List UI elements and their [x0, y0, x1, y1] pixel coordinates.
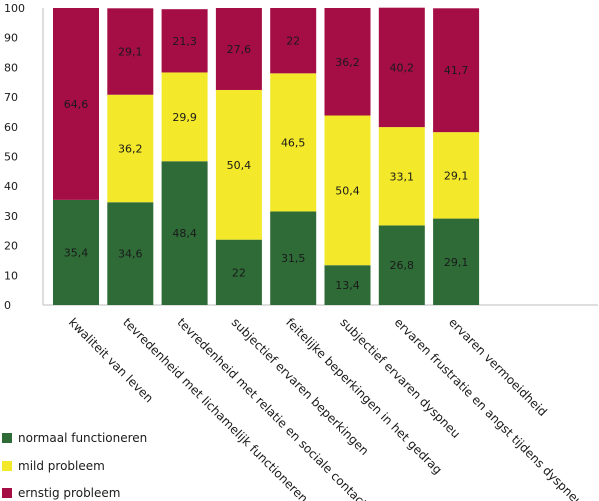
bar-segment [107, 8, 154, 95]
data-label: 33,1 [390, 170, 415, 183]
bar-segment [161, 72, 208, 162]
y-tick-label: 70 [4, 91, 18, 104]
data-label: 41,7 [444, 64, 469, 77]
bar-segment [215, 89, 262, 240]
data-label: 27,6 [227, 43, 252, 56]
data-label: 34,6 [118, 248, 143, 261]
y-tick-label: 40 [4, 180, 18, 193]
data-label: 22 [232, 266, 246, 279]
bar-segment [270, 8, 317, 74]
data-label: 35,4 [64, 246, 89, 259]
legend-swatch-normaal [2, 433, 12, 443]
y-tick-label: 30 [4, 210, 18, 223]
data-label: 29,9 [172, 111, 197, 124]
data-label: 50,4 [227, 159, 252, 172]
y-tick-label: 60 [4, 121, 18, 134]
bar-segment [324, 8, 371, 116]
bar-segment [378, 225, 425, 305]
data-label: 64,6 [64, 98, 89, 111]
legend-item-ernstig: ernstig probleem [2, 485, 120, 501]
x-tick-label: ervaren vermoeidheid [446, 315, 550, 419]
bar-segment [107, 94, 154, 203]
bar-segment [378, 127, 425, 226]
legend-swatch-mild [2, 461, 12, 471]
y-tick-label: 100 [4, 2, 25, 15]
bar-segment [270, 211, 317, 305]
legend-label-mild: mild probleem [18, 459, 105, 473]
bar-segment [270, 73, 317, 212]
data-label: 36,2 [335, 56, 360, 69]
data-label: 13,4 [335, 279, 360, 292]
data-label: 31,5 [281, 252, 306, 265]
bar-segment [324, 115, 371, 266]
data-label: 36,2 [118, 142, 143, 155]
x-tick-label: tevredenheid met lichamelijk functionere… [120, 315, 310, 501]
data-label: 29,1 [444, 256, 469, 269]
data-label: 48,4 [172, 227, 197, 240]
legend-swatch-ernstig [2, 488, 12, 498]
legend-item-normaal: normaal functioneren [2, 430, 147, 446]
y-tick-label: 80 [4, 61, 18, 74]
data-label: 29,1 [118, 46, 143, 59]
bar-segment [107, 202, 154, 305]
y-tick-label: 50 [4, 151, 18, 164]
bar-segment [433, 132, 480, 219]
legend-label-normaal: normaal functioneren [18, 431, 148, 445]
data-label: 40,2 [390, 61, 415, 74]
bar-segment [433, 218, 480, 305]
legend-label-ernstig: ernstig probleem [18, 486, 121, 500]
bar-segment [161, 161, 208, 305]
bar-segment [433, 8, 480, 133]
y-tick-label: 0 [4, 299, 11, 312]
data-label: 26,8 [390, 259, 415, 272]
data-label: 50,4 [335, 184, 360, 197]
bar-segment [324, 265, 371, 305]
bar-segment [53, 8, 99, 200]
bar-segment [215, 8, 262, 90]
y-tick-label: 20 [4, 240, 18, 253]
bar-segment [53, 199, 99, 305]
data-label: 22 [286, 35, 300, 48]
data-label: 46,5 [281, 136, 306, 149]
y-tick-label: 90 [4, 32, 18, 45]
bar-segment [215, 239, 262, 305]
data-label: 21,3 [172, 35, 197, 48]
data-label: 29,1 [444, 169, 469, 182]
y-tick-label: 10 [4, 269, 18, 282]
bar-segment [161, 9, 208, 73]
legend-item-mild: mild probleem [2, 458, 105, 474]
bar-segment [378, 7, 425, 128]
